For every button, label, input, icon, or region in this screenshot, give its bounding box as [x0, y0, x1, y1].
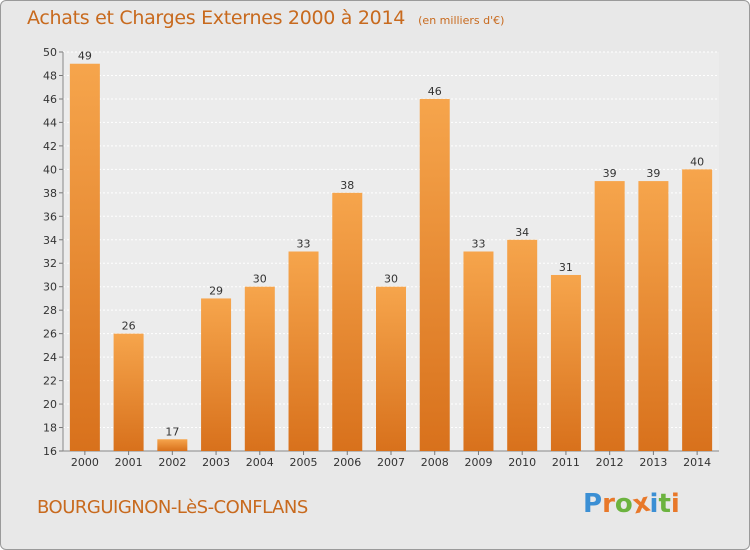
bar — [201, 298, 232, 451]
brand-letter: t — [658, 489, 671, 519]
bar — [682, 169, 713, 451]
y-tick-label: 46 — [43, 93, 57, 106]
x-tick-label: 2012 — [596, 456, 624, 469]
chart-title: Achats et Charges Externes 2000 à 2014 — [27, 7, 406, 29]
bar — [550, 274, 581, 451]
place-name: BOURGUIGNON-LèS-CONFLANS — [37, 497, 308, 518]
x-tick-label: 2008 — [421, 456, 449, 469]
y-tick-label: 36 — [43, 210, 57, 223]
y-tick-label: 22 — [43, 375, 57, 388]
bar — [638, 181, 669, 451]
y-tick-label: 44 — [43, 116, 57, 129]
y-tick-label: 42 — [43, 140, 57, 153]
x-tick-label: 2002 — [158, 456, 186, 469]
bar — [507, 239, 538, 451]
brand-logo: Proxiti — [583, 488, 680, 521]
y-tick-label: 32 — [43, 257, 57, 270]
data-label: 49 — [78, 50, 92, 63]
chart-subtitle: (en milliers d'€) — [418, 14, 505, 27]
x-tick-label: 2013 — [639, 456, 667, 469]
y-tick-label: 30 — [43, 281, 57, 294]
y-tick-label: 18 — [43, 422, 57, 435]
data-label: 17 — [165, 425, 179, 438]
brand-letter: i — [670, 489, 680, 519]
bar — [594, 181, 625, 451]
x-tick-label: 2006 — [333, 456, 361, 469]
y-tick-label: 26 — [43, 328, 57, 341]
x-tick-label: 2005 — [290, 456, 318, 469]
bar — [419, 98, 450, 452]
bar — [69, 63, 100, 452]
y-tick-label: 38 — [43, 187, 57, 200]
data-label: 40 — [690, 155, 704, 168]
y-tick-label: 20 — [43, 398, 57, 411]
bar — [376, 286, 406, 451]
data-label: 33 — [297, 238, 311, 251]
chart-title-block: Achats et Charges Externes 2000 à 2014 (… — [27, 7, 504, 29]
x-tick-label: 2004 — [246, 456, 274, 469]
x-tick-label: 2003 — [202, 456, 230, 469]
data-label: 34 — [515, 226, 529, 239]
x-tick-label: 2014 — [683, 456, 711, 469]
y-tick-label: 28 — [43, 304, 57, 317]
data-label: 30 — [384, 273, 398, 286]
data-label: 38 — [340, 179, 354, 192]
bar — [332, 192, 363, 451]
data-label: 29 — [209, 284, 223, 297]
data-label: 39 — [646, 167, 660, 180]
bar — [113, 333, 144, 451]
y-tick-label: 48 — [43, 69, 57, 82]
data-label: 26 — [122, 320, 136, 333]
y-tick-label: 24 — [43, 351, 57, 364]
y-tick-label: 34 — [43, 234, 57, 247]
data-label: 39 — [603, 167, 617, 180]
data-label: 33 — [471, 238, 485, 251]
y-tick-label: 16 — [43, 445, 57, 458]
x-tick-label: 2007 — [377, 456, 405, 469]
brand-letter: o — [614, 489, 633, 519]
data-label: 46 — [428, 85, 442, 98]
x-tick-label: 2000 — [71, 456, 99, 469]
data-label: 31 — [559, 261, 573, 274]
y-tick-label: 50 — [43, 46, 57, 59]
bar — [288, 251, 319, 451]
data-label: 30 — [253, 273, 267, 286]
brand-letter: P — [583, 489, 603, 519]
x-tick-label: 2011 — [552, 456, 580, 469]
brand-letter: i — [649, 489, 659, 519]
bar — [463, 251, 494, 451]
bar — [244, 286, 275, 451]
y-tick-label: 40 — [43, 163, 57, 176]
x-tick-label: 2001 — [115, 456, 143, 469]
x-tick-label: 2009 — [464, 456, 492, 469]
bar — [157, 439, 188, 451]
brand-letter: r — [602, 489, 615, 519]
x-tick-label: 2010 — [508, 456, 536, 469]
